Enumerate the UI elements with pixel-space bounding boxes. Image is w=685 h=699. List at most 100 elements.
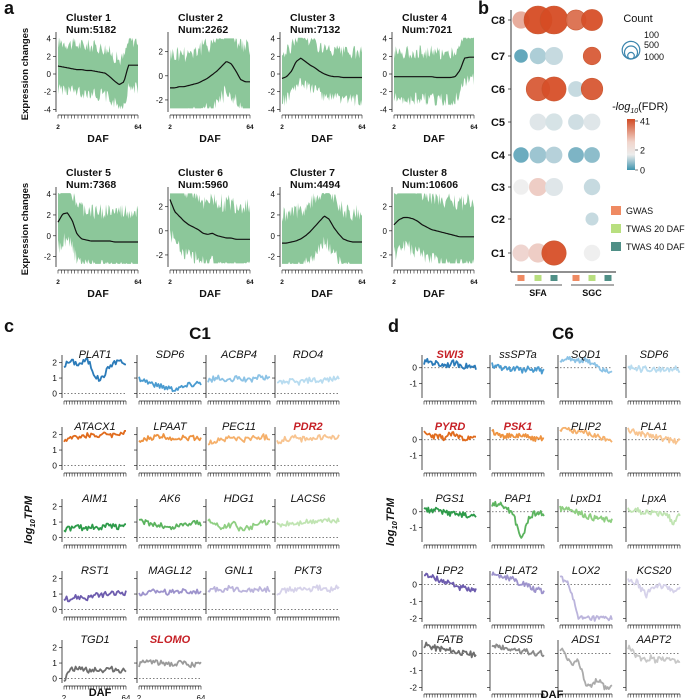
cluster-x-label: DAF — [423, 133, 445, 145]
gene-name-label: ACBP4 — [220, 349, 257, 361]
gene-name-label: PDR2 — [293, 421, 322, 433]
gene-name-label: LPLAT2 — [499, 565, 538, 577]
gene-expression-line — [491, 362, 545, 375]
enrich-dot — [568, 147, 584, 163]
gene-expression-line — [627, 578, 681, 599]
gene-name-label: SWI3 — [437, 349, 464, 361]
gene-y-tick-label: 0 — [412, 507, 417, 517]
gene-expression-line — [63, 522, 127, 533]
category-legend-swatch — [611, 224, 621, 233]
gene-name-label: PLIP2 — [571, 421, 601, 433]
gene-expression-line — [207, 433, 271, 446]
enrich-row-label: C4 — [491, 150, 506, 162]
fdr-legend-title: -log10(FDR) — [612, 101, 668, 115]
enrich-dot — [545, 178, 563, 196]
gene-name-label: PSK1 — [504, 421, 533, 433]
gene-expression-line — [207, 584, 271, 593]
enrich-dot — [541, 76, 567, 102]
cluster-x-label: DAF — [87, 288, 109, 300]
gene-name-label: SQD1 — [571, 349, 601, 361]
panel-letter-b: b — [478, 0, 489, 18]
cluster-title: Cluster 7 — [290, 167, 335, 179]
cluster-band — [170, 38, 250, 109]
gene-expression-line — [138, 518, 202, 531]
gene-expression-line — [63, 665, 127, 683]
cluster-x-tick-label: 64 — [246, 124, 254, 131]
cluster-y-tick-label: -2 — [380, 251, 388, 260]
cluster-y-tick-label: 0 — [159, 227, 164, 236]
gene-y-tick-label: 0 — [52, 604, 57, 614]
size-legend-title: Count — [623, 13, 652, 25]
enrich-category-square — [572, 275, 580, 281]
cluster-y-tick-label: 0 — [47, 232, 52, 241]
gene-name-label: GNL1 — [225, 565, 254, 577]
category-legend-label: TWAS 20 DAF — [626, 224, 685, 234]
cluster-x-tick-label: 64 — [470, 279, 478, 286]
gene-name-label: PGS1 — [435, 493, 464, 505]
gene-expression-line — [491, 428, 545, 443]
cluster-y-label: Expression changes — [20, 183, 31, 275]
gene-expression-line — [559, 647, 613, 691]
enrich-row-label: C5 — [491, 117, 505, 129]
cluster-y-tick-label: 4 — [383, 35, 388, 44]
cluster-title: Cluster 3 — [290, 12, 335, 24]
cluster-trend-line — [393, 216, 474, 238]
cluster-num: Num:10606 — [402, 179, 458, 191]
gene-name-label: LOX2 — [572, 565, 600, 577]
panel-d-y-label-sub: 10 — [390, 520, 399, 529]
enrich-row-label: C8 — [491, 15, 505, 27]
enrich-group-label: SGC — [582, 288, 602, 298]
gene-y-tick-label: -1 — [409, 597, 417, 607]
cluster-num: Num:7132 — [290, 24, 340, 36]
cluster-y-tick-label: 0 — [271, 232, 276, 241]
cluster-x-label: DAF — [199, 133, 221, 145]
gene-y-tick-label: 0 — [412, 435, 417, 445]
cluster-y-tick-label: 0 — [47, 70, 52, 79]
size-legend-value: 500 — [644, 40, 659, 50]
gene-name-label: LpxA — [641, 493, 666, 505]
gene-x-tick-label: 64 — [197, 694, 206, 699]
gene-y-tick-label: 0 — [412, 649, 417, 659]
gene-y-tick-label: 0 — [52, 388, 57, 398]
gene-y-tick-label: -1 — [409, 523, 417, 533]
gene-name-label: RST1 — [81, 565, 109, 577]
gene-expression-line — [627, 506, 681, 526]
cluster-y-tick-label: -2 — [156, 96, 164, 105]
enrich-row-label: C3 — [491, 182, 505, 194]
gene-expression-line — [627, 427, 681, 445]
gene-name-label: PEC11 — [222, 421, 256, 433]
gene-y-tick-label: 0 — [52, 673, 57, 683]
cluster-x-tick-label: 64 — [358, 279, 366, 286]
gene-name-label: ATACX1 — [73, 421, 115, 433]
cluster-y-tick-label: -2 — [156, 251, 164, 260]
gene-expression-line — [207, 374, 271, 383]
cluster-band — [58, 37, 138, 110]
panel-c-y-label-sub: 10 — [28, 518, 37, 527]
enrich-dot — [568, 114, 584, 130]
cluster-y-tick-label: 0 — [383, 70, 388, 79]
enrich-dot — [513, 147, 529, 163]
gene-expression-line — [138, 588, 202, 597]
gene-name-label: PAP1 — [504, 493, 531, 505]
gene-y-tick-label: -2 — [409, 683, 417, 693]
cluster-y-tick-label: 2 — [47, 211, 52, 220]
gene-expression-line — [63, 590, 127, 603]
enrich-category-square — [550, 275, 558, 281]
gene-expression-line — [423, 641, 477, 659]
cluster-y-tick-label: -2 — [44, 88, 52, 97]
cluster-trend-line — [281, 57, 362, 79]
gene-name-label: LpxD1 — [570, 493, 602, 505]
panel-d-x-label: DAF — [541, 689, 564, 699]
gene-expression-line — [276, 375, 340, 386]
cluster-num: Num:7021 — [402, 24, 452, 36]
cluster-y-tick-label: -2 — [44, 253, 52, 262]
enrich-dot — [539, 5, 569, 35]
enrich-dot — [512, 244, 530, 262]
gene-expression-line — [423, 430, 476, 442]
gene-expression-line — [207, 518, 271, 532]
cluster-x-label: DAF — [87, 133, 109, 145]
enrich-row-label: C1 — [491, 248, 505, 260]
gene-name-label: RDO4 — [293, 349, 324, 361]
gene-x-tick-label: 2 — [62, 694, 67, 699]
